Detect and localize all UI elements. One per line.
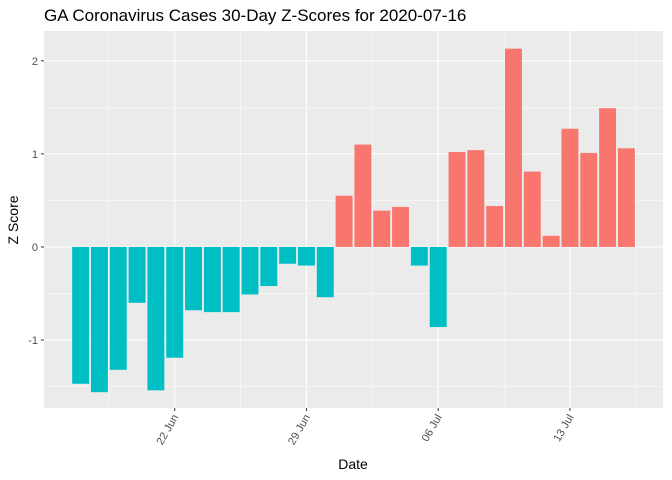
y-axis-title: Z Score <box>5 195 21 244</box>
x-tick-label: 06 Jul <box>420 413 445 444</box>
bar <box>580 152 598 247</box>
y-tick-label: 0 <box>32 242 38 254</box>
y-tick-label: 2 <box>32 56 38 68</box>
x-tick-label: 13 Jul <box>551 413 576 444</box>
bar <box>523 171 541 247</box>
y-tick-label: -1 <box>28 335 38 347</box>
bar <box>260 246 278 287</box>
bar <box>203 246 221 313</box>
bar <box>505 48 522 247</box>
x-axis-title: Date <box>338 456 368 472</box>
bar <box>147 246 165 391</box>
bar <box>392 206 410 247</box>
bar <box>617 148 635 247</box>
bar <box>467 150 485 247</box>
y-tick-label: 1 <box>32 149 38 161</box>
bar <box>279 246 297 264</box>
chart-title: GA Coronavirus Cases 30-Day Z-Scores for… <box>44 6 466 25</box>
bar <box>599 108 617 247</box>
bar <box>109 246 127 370</box>
bar <box>542 235 560 247</box>
bar <box>448 152 466 247</box>
bar <box>185 246 202 311</box>
bar <box>297 246 315 266</box>
panel-background <box>44 31 663 408</box>
bar <box>90 246 108 393</box>
bar <box>486 206 504 247</box>
bar <box>316 246 334 298</box>
x-tick-label: 22 Jun <box>154 413 181 448</box>
bar <box>373 210 391 247</box>
bar <box>72 246 90 384</box>
bar <box>241 246 259 295</box>
bar <box>222 246 240 313</box>
bar <box>166 246 184 358</box>
bar <box>561 128 579 247</box>
bar <box>429 246 447 328</box>
bar <box>410 246 428 266</box>
bar <box>354 144 372 247</box>
x-tick-label: 29 Jun <box>286 413 313 448</box>
bar <box>335 195 353 247</box>
bar <box>128 246 146 303</box>
